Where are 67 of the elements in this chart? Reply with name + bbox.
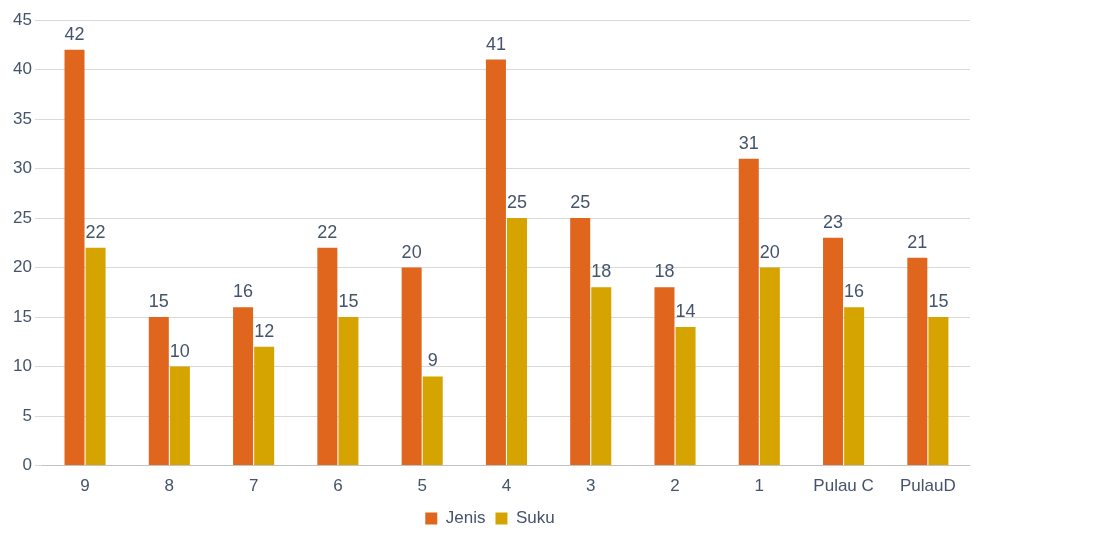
data-label: 31: [738, 132, 759, 153]
y-tick-label: 20: [12, 257, 32, 277]
y-tick-label: 30: [12, 158, 32, 178]
data-label: 25: [570, 192, 591, 213]
data-label: 20: [401, 241, 422, 262]
data-label: 22: [85, 221, 106, 242]
bar: [738, 158, 759, 466]
bar: [485, 59, 506, 466]
data-label: 16: [844, 281, 865, 302]
data-label: 21: [907, 231, 928, 252]
bar: [254, 346, 275, 466]
data-label: 23: [823, 211, 844, 232]
x-tick-label: 7: [248, 476, 259, 496]
bar: [422, 376, 443, 466]
x-tick-label: 4: [501, 476, 512, 496]
y-tick-label: 10: [12, 356, 32, 376]
x-tick-label: 6: [333, 476, 343, 496]
x-tick-label: Pulau C: [813, 476, 874, 496]
bar: [928, 317, 949, 466]
x-tick-label: 8: [164, 476, 175, 496]
data-label: 18: [654, 261, 675, 282]
bar: [401, 267, 422, 466]
x-tick-label: 1: [754, 476, 765, 496]
bar: [148, 317, 169, 466]
data-label: 18: [591, 261, 612, 282]
data-label: 22: [317, 221, 338, 242]
bar: [506, 218, 527, 466]
bar: [654, 287, 675, 466]
data-label: 15: [928, 291, 949, 312]
data-label: 15: [148, 291, 169, 312]
data-label: 42: [64, 23, 85, 44]
legend-label: Jenis: [445, 508, 486, 528]
bar: [844, 307, 865, 466]
bar: [64, 49, 85, 466]
bar: [317, 247, 338, 466]
bar: [907, 257, 928, 466]
y-tick-label: 25: [12, 207, 32, 227]
y-tick-label: 45: [12, 9, 32, 29]
y-tick-label: 5: [22, 405, 32, 425]
x-tick-label: PulauD: [899, 476, 956, 496]
legend-label: Suku: [515, 508, 555, 528]
x-tick-label: 9: [80, 476, 90, 496]
data-label: 16: [233, 281, 254, 302]
y-tick-label: 0: [22, 455, 32, 475]
bar: [85, 247, 106, 466]
y-tick-label: 35: [12, 108, 32, 128]
x-tick-label: 3: [586, 476, 596, 496]
y-tick-label: 40: [12, 59, 32, 79]
data-label: 15: [338, 291, 359, 312]
bar: [759, 267, 780, 466]
data-label: 25: [506, 192, 528, 213]
data-label: 20: [759, 241, 780, 262]
data-label: 9: [427, 350, 438, 371]
x-tick-label: 5: [417, 476, 427, 496]
bar: [338, 317, 359, 466]
bar: [169, 366, 190, 466]
data-label: 14: [675, 300, 696, 321]
data-label: 41: [485, 33, 506, 54]
data-label: 12: [254, 320, 275, 341]
y-tick-label: 15: [12, 306, 32, 326]
bar: [823, 237, 844, 466]
data-label: 10: [169, 340, 190, 361]
bar: [570, 218, 591, 466]
bar: [591, 287, 612, 466]
x-tick-label: 2: [670, 476, 680, 496]
bar: [675, 326, 696, 466]
bar: [233, 307, 254, 466]
